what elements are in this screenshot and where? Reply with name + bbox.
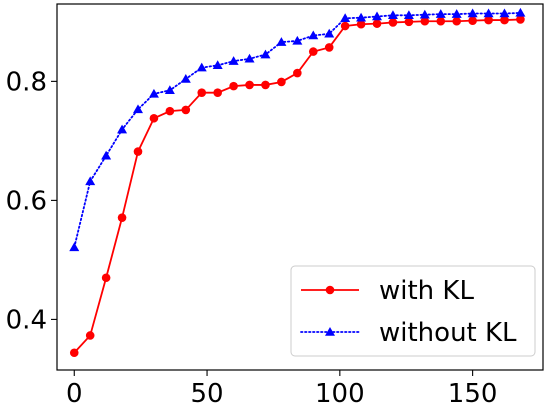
legend-label: with KL	[379, 276, 474, 306]
data-point	[245, 80, 254, 90]
data-point	[69, 348, 79, 358]
data-point	[133, 147, 143, 156]
series-with-kl	[69, 15, 525, 358]
data-point	[212, 60, 223, 70]
axes-frame	[56, 3, 544, 371]
data-point	[516, 15, 525, 24]
data-point	[261, 80, 270, 90]
data-point	[499, 8, 510, 18]
x-tick-label: 100	[315, 379, 365, 409]
x-tick-label: 0	[66, 379, 83, 409]
data-point	[420, 16, 430, 26]
x-axis: 0 50 100 150	[66, 370, 497, 409]
data-point	[292, 35, 303, 45]
data-point	[403, 10, 414, 20]
x-tick-label: 50	[191, 379, 224, 409]
data-point	[196, 62, 207, 72]
legend-marker	[325, 327, 335, 336]
data-point	[372, 11, 383, 21]
data-point	[276, 37, 287, 46]
series-without-kl	[69, 7, 526, 252]
y-axis: 0.4 0.6 0.8	[6, 67, 57, 335]
data-point	[388, 18, 398, 27]
data-point	[85, 176, 96, 186]
x-tick-label: 150	[448, 379, 498, 409]
data-point	[229, 81, 238, 91]
data-point	[101, 273, 111, 283]
data-point	[293, 68, 302, 78]
legend-item: with KL	[301, 276, 474, 306]
data-point	[484, 15, 493, 25]
data-point	[117, 213, 127, 222]
data-point	[483, 8, 494, 18]
data-point	[197, 88, 207, 97]
legend: with KL without KL	[290, 265, 536, 357]
data-point	[244, 53, 255, 63]
data-point	[181, 105, 191, 115]
data-point	[165, 106, 175, 116]
y-tick-label: 0.8	[6, 67, 47, 97]
data-point	[452, 16, 461, 26]
data-point	[356, 19, 366, 29]
data-point	[308, 30, 319, 40]
data-point	[451, 9, 462, 18]
legend-box	[290, 265, 536, 357]
plot-area	[69, 7, 526, 358]
data-point	[356, 12, 367, 22]
legend-marker	[325, 285, 335, 295]
data-point	[228, 56, 239, 65]
data-point	[324, 43, 334, 52]
data-point	[435, 9, 446, 18]
series-line	[73, 12, 522, 249]
data-point	[69, 242, 80, 252]
data-point	[308, 47, 318, 56]
data-point	[164, 85, 175, 95]
y-tick-label: 0.6	[6, 186, 47, 216]
data-point	[149, 113, 159, 123]
data-point	[340, 21, 350, 31]
data-point	[213, 88, 222, 97]
data-point	[340, 13, 351, 23]
y-tick-label: 0.4	[6, 305, 47, 335]
data-point	[260, 49, 271, 59]
data-point	[117, 124, 128, 134]
data-point	[468, 16, 477, 25]
data-point	[515, 7, 526, 17]
data-point	[85, 331, 95, 340]
data-point	[277, 77, 286, 87]
data-point	[436, 16, 446, 26]
data-point	[324, 28, 335, 38]
data-point	[133, 104, 143, 114]
data-point	[467, 8, 478, 18]
data-point	[101, 150, 112, 160]
data-point	[500, 15, 509, 25]
data-point	[419, 9, 430, 19]
data-point	[404, 17, 414, 27]
data-point	[148, 88, 159, 98]
legend-label: without KL	[379, 318, 517, 348]
data-point	[372, 19, 382, 28]
data-point	[180, 73, 191, 83]
legend-item: without KL	[300, 318, 517, 348]
data-point	[387, 10, 398, 20]
